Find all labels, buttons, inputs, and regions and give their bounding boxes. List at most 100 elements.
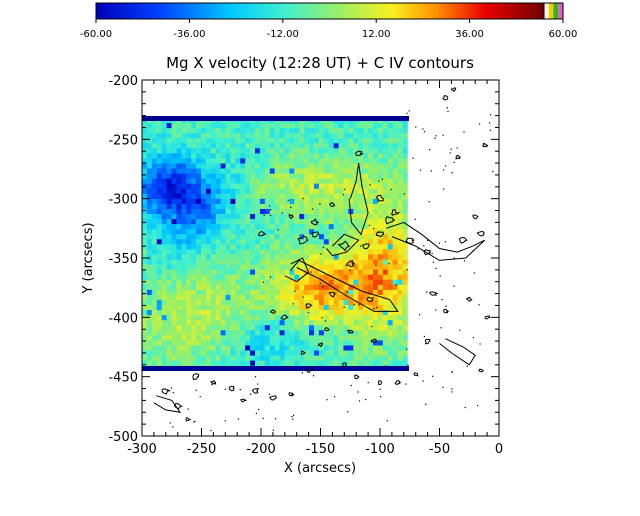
raster-cell	[284, 133, 290, 139]
raster-cell	[196, 299, 202, 306]
raster-cell	[269, 305, 276, 311]
raster-cell	[363, 274, 369, 281]
raster-cell	[166, 284, 172, 291]
raster-cell	[161, 158, 167, 164]
raster-cell	[269, 340, 276, 346]
raster-cell	[323, 264, 330, 271]
raster-cell	[392, 254, 398, 260]
raster-cell	[250, 143, 256, 149]
raster-cell	[245, 244, 251, 250]
raster-cell	[250, 330, 256, 336]
raster-cell	[235, 239, 241, 245]
raster-cell	[323, 148, 330, 154]
raster-cell	[235, 305, 241, 311]
raster-cell	[318, 325, 325, 331]
raster-cell	[333, 274, 339, 281]
raster-cell	[181, 340, 187, 346]
raster-cell	[196, 264, 202, 271]
raster-cell	[200, 173, 207, 180]
x-tick-label: -200	[246, 442, 276, 457]
raster-cell	[240, 203, 246, 210]
raster-cell	[372, 305, 379, 311]
raster-cell	[146, 163, 153, 169]
raster-cell	[225, 305, 231, 311]
raster-cell	[186, 188, 192, 195]
raster-cell	[259, 163, 266, 169]
raster-cell	[348, 259, 354, 265]
raster-cell	[348, 335, 354, 341]
raster-cell	[382, 214, 389, 220]
raster-cell	[210, 203, 217, 210]
raster-cell	[294, 315, 300, 321]
raster-cell	[230, 284, 236, 291]
contour-dot	[390, 188, 392, 191]
raster-cell	[314, 335, 320, 341]
raster-cell	[382, 284, 389, 291]
raster-cell	[186, 310, 192, 316]
raster-cell	[363, 214, 369, 220]
raster-cell	[269, 173, 276, 180]
contour-dot	[324, 320, 327, 322]
raster-cell	[269, 239, 276, 245]
raster-cell	[142, 345, 148, 351]
raster-cell	[220, 198, 226, 205]
raster-cell	[274, 138, 280, 144]
raster-cell	[176, 208, 182, 215]
raster-cell	[338, 168, 344, 174]
raster-cell	[343, 163, 349, 169]
raster-cell	[328, 279, 335, 286]
raster-cell	[338, 335, 344, 341]
raster-cell	[181, 123, 187, 129]
raster-cell	[151, 224, 158, 230]
raster-cell	[210, 188, 217, 195]
raster-cell	[309, 274, 315, 281]
raster-cell	[210, 193, 217, 200]
raster-cell	[323, 284, 330, 291]
raster-cell	[382, 355, 389, 362]
raster-cell	[304, 239, 310, 245]
raster-cell	[338, 284, 344, 291]
raster-cell	[240, 229, 246, 235]
raster-cell	[250, 123, 256, 129]
raster-cell	[348, 305, 354, 311]
raster-cell	[387, 153, 394, 159]
raster-cell	[358, 234, 364, 240]
raster-cell	[363, 133, 369, 139]
contour-dot	[439, 275, 441, 277]
raster-cell	[264, 178, 271, 185]
raster-cell	[151, 244, 158, 250]
raster-cell	[328, 254, 335, 260]
raster-cell	[161, 345, 167, 351]
raster-cell	[230, 325, 236, 331]
raster-cell	[284, 158, 290, 164]
raster-cell	[397, 193, 403, 200]
raster-cell	[323, 163, 330, 169]
raster-cell	[220, 148, 226, 154]
raster-cell	[230, 274, 236, 281]
raster-cell	[250, 168, 256, 174]
raster-cell	[230, 173, 236, 180]
raster-cell	[323, 224, 330, 230]
raster-cell	[210, 148, 217, 154]
contour-dot	[292, 303, 294, 305]
raster-cell	[220, 138, 226, 144]
raster-cell	[318, 153, 325, 159]
raster-cell	[372, 168, 379, 174]
raster-cell	[309, 320, 315, 326]
raster-cell	[176, 269, 182, 276]
raster-cell	[363, 299, 369, 306]
raster-cell	[156, 123, 163, 129]
raster-cell	[289, 254, 295, 260]
contour-blob	[413, 372, 419, 377]
raster-cell	[235, 224, 241, 230]
raster-cell	[368, 305, 374, 311]
raster-cell	[220, 350, 226, 356]
raster-cell	[353, 315, 359, 321]
raster-cell	[328, 193, 335, 200]
raster-cell	[166, 254, 172, 260]
raster-cell	[309, 214, 315, 220]
raster-cell	[274, 128, 280, 134]
contour-dot	[334, 396, 336, 398]
raster-cell	[289, 330, 295, 336]
raster-cell	[166, 355, 172, 362]
